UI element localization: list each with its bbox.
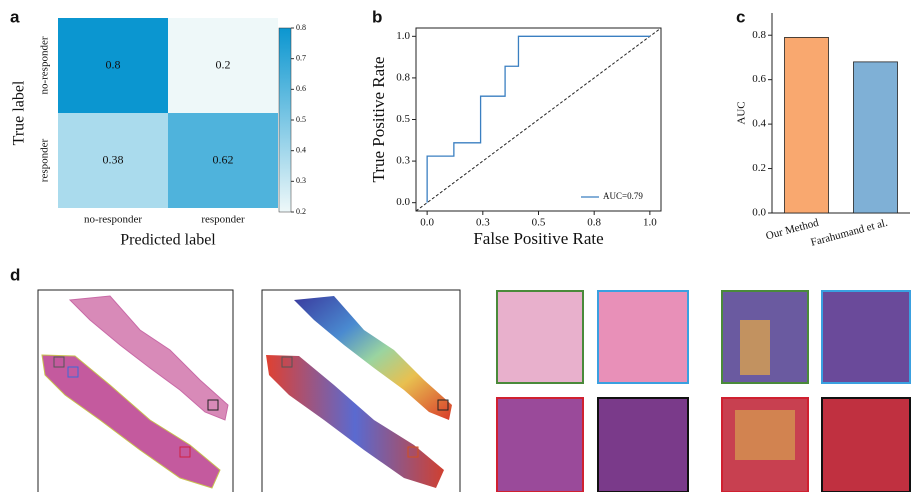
patch <box>597 397 689 492</box>
slide-frame <box>37 289 234 492</box>
patch <box>597 290 689 384</box>
heatmap-frame <box>261 289 461 492</box>
colorbar-tick-label: 0.6 <box>296 84 306 93</box>
x-axis-label: False Positive Rate <box>473 229 603 248</box>
x-tick-label: 0.5 <box>532 217 546 229</box>
y-tick-label: 0.4 <box>752 118 766 130</box>
colorbar-tick-label: 0.3 <box>296 176 306 185</box>
heatmap-tissue <box>266 355 444 488</box>
y-axis-label: AUC <box>736 101 748 124</box>
heatmap-cell <box>168 18 278 113</box>
patch-heatmap <box>821 290 911 384</box>
panel-label: c <box>736 7 745 26</box>
y-tick-label: 0.2 <box>752 162 766 174</box>
cell-label: 0.62 <box>213 152 234 166</box>
cell-label: 0.8 <box>106 57 121 71</box>
reference-line <box>415 27 662 212</box>
x-axis-label: Predicted label <box>120 232 216 249</box>
roi-box <box>437 399 449 411</box>
x-tick-label: no-responder <box>84 214 142 226</box>
roi-box <box>53 356 65 368</box>
x-tick-label: 1.0 <box>643 217 657 229</box>
roi-box <box>281 356 293 368</box>
y-tick-label: 0.0 <box>752 207 766 219</box>
patch-hotspot <box>735 410 795 460</box>
y-tick-label: 1.0 <box>396 30 410 42</box>
colorbar-tick-label: 0.7 <box>296 53 306 62</box>
y-tick-label: 0.5 <box>396 113 410 125</box>
x-tick-label: Farahumand et al. <box>809 217 889 249</box>
y-tick-label: no-responder <box>39 36 51 94</box>
roi-box <box>67 366 79 378</box>
roi-box <box>179 446 191 458</box>
panel-label: b <box>372 7 382 26</box>
colorbar-tick-label: 0.4 <box>296 145 306 154</box>
x-tick-label: 0.0 <box>420 217 434 229</box>
roc-line <box>426 35 650 203</box>
x-tick-label: responder <box>201 214 245 226</box>
panel-label: d <box>10 265 20 284</box>
y-tick-label: 0.0 <box>396 196 410 208</box>
cell-label: 0.2 <box>216 57 231 71</box>
y-tick-label: 0.8 <box>752 29 766 41</box>
patch <box>496 290 584 384</box>
slide-tissue <box>41 354 221 489</box>
y-axis-label: True label <box>11 80 28 145</box>
x-tick-label: 0.3 <box>476 217 490 229</box>
slide-tissue <box>68 295 229 421</box>
cell-label: 0.38 <box>103 152 124 166</box>
heatmap-cell <box>168 113 278 208</box>
legend-label: AUC=0.79 <box>603 191 643 201</box>
y-tick-label: 0.6 <box>752 73 766 85</box>
bar <box>784 37 829 214</box>
y-tick-label: 0.8 <box>396 71 410 83</box>
roi-box <box>207 399 219 411</box>
bar <box>853 61 898 214</box>
heatmap-tissue <box>294 296 452 420</box>
colorbar-tick-label: 0.2 <box>296 207 306 216</box>
colorbar-tick-label: 0.8 <box>296 23 306 32</box>
panel-d-images <box>37 289 911 492</box>
y-tick-label: responder <box>39 138 51 182</box>
colorbar-tick-label: 0.5 <box>296 115 306 124</box>
patch <box>496 397 584 492</box>
colorbar <box>278 27 292 213</box>
y-tick-label: 0.3 <box>396 155 410 167</box>
y-axis-label: True Positive Rate <box>369 57 388 183</box>
heatmap-cell <box>58 113 168 208</box>
heatmap-cell <box>58 18 168 113</box>
x-tick-label: 0.8 <box>587 217 601 229</box>
panel-label: a <box>10 7 20 26</box>
patch-heatmap <box>821 397 911 492</box>
roi-box <box>407 446 419 458</box>
patch-hotspot <box>740 320 770 375</box>
